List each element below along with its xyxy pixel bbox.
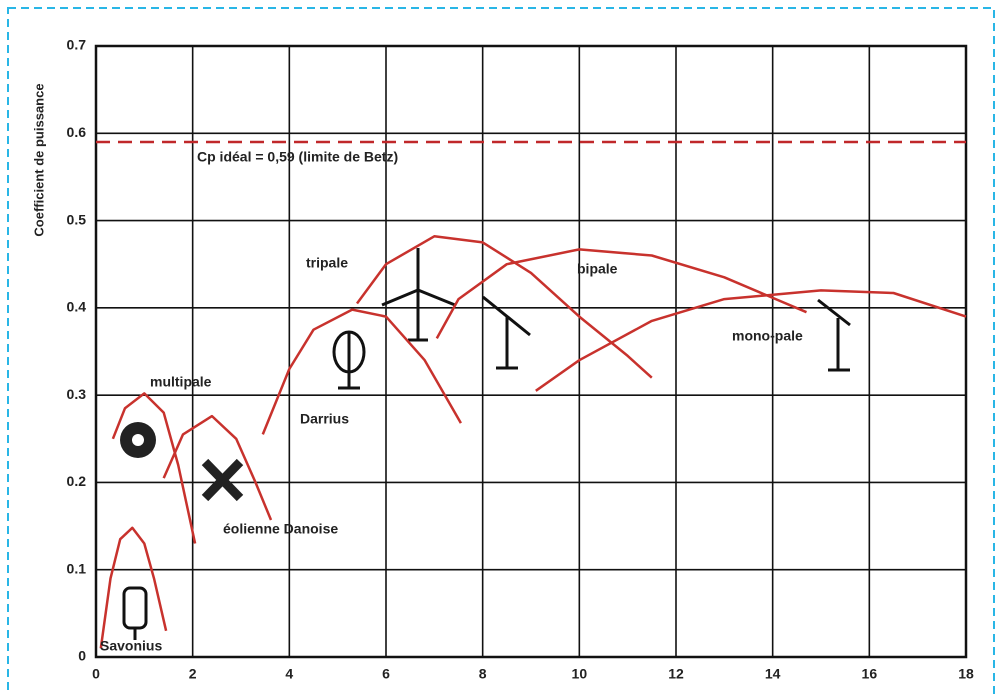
icons xyxy=(120,248,850,640)
y-tick-label: 0.4 xyxy=(67,299,87,315)
series-line xyxy=(437,249,807,338)
multipale-icon xyxy=(120,422,156,458)
x-tick-label: 14 xyxy=(765,666,781,682)
series-label: multipale xyxy=(150,374,212,390)
series-line xyxy=(357,236,652,377)
series-label: Savonius xyxy=(100,638,162,654)
y-tick-label: 0 xyxy=(78,648,86,664)
monopale-icon xyxy=(818,300,850,370)
series-label: mono-pale xyxy=(732,328,803,344)
x-tick-label: 2 xyxy=(189,666,197,682)
x-tick-label: 18 xyxy=(958,666,974,682)
y-tick-label: 0.6 xyxy=(67,124,87,140)
darrius-icon xyxy=(334,332,364,388)
x-tick-label: 4 xyxy=(285,666,293,682)
y-tick-label: 0.3 xyxy=(67,386,87,402)
reference-label: Cp idéal = 0,59 (limite de Betz) xyxy=(197,149,398,165)
x-tick-label: 16 xyxy=(862,666,878,682)
y-tick-label: 0.2 xyxy=(67,473,87,489)
danoise-icon xyxy=(205,462,240,498)
grid xyxy=(96,46,966,657)
chart: Coefficient de puissance 0 0.1 0.2 0.3 0.4 0.… xyxy=(0,0,1003,695)
series-label: tripale xyxy=(306,255,348,271)
series-line xyxy=(263,310,461,435)
series-label: bipale xyxy=(577,261,618,277)
x-tick-label: 10 xyxy=(572,666,588,682)
x-tick-label: 8 xyxy=(479,666,487,682)
series-label: Darrius xyxy=(300,411,349,427)
x-tick-label: 0 xyxy=(92,666,100,682)
savonius-icon xyxy=(124,588,146,640)
y-tick-label: 0.5 xyxy=(67,211,87,227)
y-tick-label: 0.7 xyxy=(67,37,87,53)
x-tick-label: 12 xyxy=(668,666,684,682)
series-label: éolienne Danoise xyxy=(223,521,338,537)
y-tick-label: 0.1 xyxy=(67,560,87,576)
x-tick-label: 6 xyxy=(382,666,390,682)
plot-border xyxy=(96,46,966,657)
series-line xyxy=(113,393,195,543)
y-axis-label: Coefficient de puissance xyxy=(31,83,46,236)
